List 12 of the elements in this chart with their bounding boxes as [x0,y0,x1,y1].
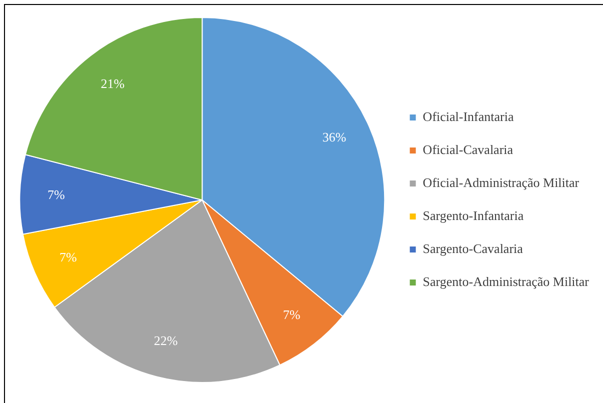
data-label: 22% [154,332,178,348]
legend-label: Oficial-Cavalaria [422,142,514,157]
legend-label: Sargento-Administração Militar [422,274,590,289]
legend-label: Oficial-Administração Militar [422,174,580,190]
data-label: 7% [48,186,66,202]
legend-label: Sargento-Cavalaria [422,240,524,256]
data-label: 7% [59,249,77,264]
data-label: 7% [282,306,300,322]
legend-label: Sargento-Infantaria [422,208,524,223]
data-label: 21% [100,76,125,92]
legend-label: Oficial-Infantaria [422,108,514,124]
data-label: 36% [322,129,346,144]
